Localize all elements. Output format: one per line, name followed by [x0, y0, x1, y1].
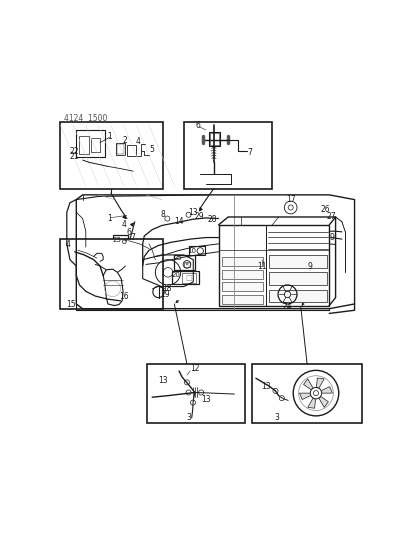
- Bar: [184, 262, 190, 266]
- Text: 4124  1500: 4124 1500: [64, 114, 107, 123]
- Bar: [268, 272, 327, 285]
- Text: 7: 7: [247, 148, 252, 157]
- Text: ★: ★: [184, 261, 190, 268]
- Polygon shape: [319, 397, 328, 407]
- Text: 4: 4: [66, 240, 71, 249]
- Text: 23: 23: [112, 237, 121, 243]
- Bar: [117, 143, 124, 154]
- Text: 25: 25: [174, 255, 182, 261]
- Bar: [268, 290, 327, 302]
- Text: 1: 1: [107, 214, 112, 223]
- Bar: [147, 364, 246, 423]
- Bar: [60, 122, 163, 189]
- Bar: [76, 130, 105, 157]
- Text: 19: 19: [161, 290, 170, 299]
- Bar: [222, 257, 264, 266]
- Text: 18: 18: [163, 284, 172, 293]
- Bar: [268, 255, 327, 268]
- Text: 27: 27: [326, 212, 336, 221]
- Bar: [172, 271, 199, 284]
- Text: 28: 28: [208, 215, 217, 224]
- Text: 20: 20: [171, 272, 180, 278]
- Text: 16: 16: [120, 292, 129, 301]
- Text: □: □: [186, 275, 193, 281]
- Text: 7: 7: [130, 233, 135, 242]
- Bar: [252, 364, 362, 423]
- Text: 29: 29: [194, 212, 204, 221]
- Text: 9: 9: [308, 262, 313, 271]
- Text: 24: 24: [283, 302, 292, 311]
- Bar: [219, 225, 329, 305]
- Bar: [182, 273, 197, 283]
- Text: 2: 2: [123, 136, 128, 144]
- Text: 26: 26: [321, 205, 330, 214]
- Text: 6: 6: [195, 121, 200, 130]
- Bar: [113, 235, 129, 246]
- Bar: [184, 122, 273, 189]
- Bar: [174, 255, 195, 270]
- Text: 13: 13: [188, 208, 197, 217]
- Polygon shape: [322, 387, 333, 393]
- Polygon shape: [308, 398, 315, 408]
- Bar: [116, 143, 125, 155]
- Polygon shape: [304, 379, 313, 390]
- Text: 13: 13: [261, 382, 271, 391]
- Text: 10: 10: [187, 248, 196, 254]
- Text: 13: 13: [201, 395, 211, 404]
- Text: 4: 4: [135, 136, 140, 146]
- Text: 14: 14: [174, 216, 184, 225]
- Text: 21: 21: [70, 152, 80, 161]
- Bar: [188, 246, 205, 255]
- Text: 17: 17: [286, 195, 295, 204]
- Text: 11: 11: [257, 262, 267, 271]
- Bar: [60, 239, 163, 309]
- Text: 4: 4: [121, 221, 126, 229]
- Text: 15: 15: [66, 300, 75, 309]
- Text: 1: 1: [107, 132, 112, 141]
- Polygon shape: [317, 378, 324, 388]
- Bar: [209, 132, 220, 146]
- Text: 22: 22: [70, 147, 80, 156]
- Bar: [80, 136, 89, 154]
- Text: 5: 5: [149, 145, 154, 154]
- Bar: [222, 270, 264, 279]
- Text: 13: 13: [158, 376, 168, 385]
- Polygon shape: [299, 393, 310, 400]
- Text: 8: 8: [161, 211, 166, 219]
- Text: 12: 12: [190, 364, 200, 373]
- Text: 6: 6: [126, 228, 131, 237]
- Bar: [210, 133, 219, 145]
- Bar: [127, 145, 136, 156]
- Bar: [222, 282, 264, 292]
- Bar: [222, 295, 264, 304]
- Text: 3: 3: [186, 413, 191, 422]
- Bar: [91, 138, 100, 152]
- Text: 3: 3: [275, 413, 279, 422]
- Text: 9: 9: [329, 233, 334, 242]
